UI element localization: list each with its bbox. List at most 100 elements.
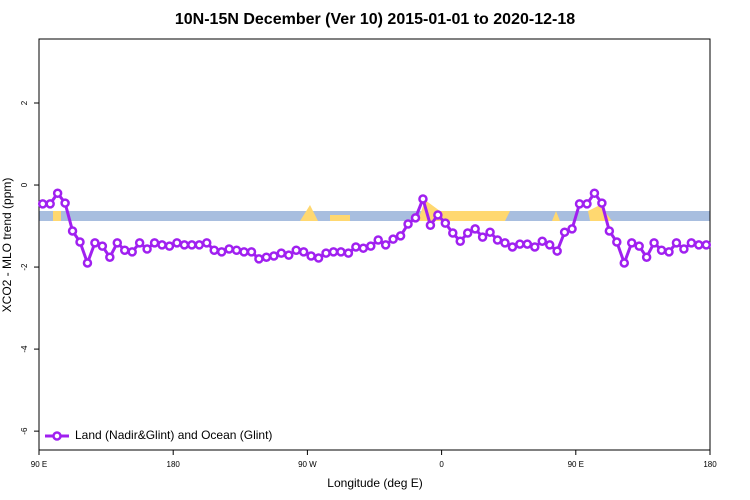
data-point <box>343 248 354 258</box>
data-point <box>172 238 182 248</box>
data-point <box>105 252 115 262</box>
land-patch <box>53 211 61 221</box>
data-point <box>90 238 100 248</box>
data-point <box>410 213 421 223</box>
land-patch <box>418 200 510 221</box>
data-point <box>254 254 264 264</box>
data-point <box>380 240 391 250</box>
x-tick-label: 180 <box>703 460 717 469</box>
data-point <box>500 238 510 248</box>
data-point <box>649 238 659 248</box>
data-point <box>328 247 339 257</box>
x-tick-label: 90 E <box>568 460 584 469</box>
data-point <box>671 238 682 248</box>
data-point <box>604 226 615 236</box>
data-point <box>246 247 257 257</box>
data-point <box>67 226 78 236</box>
data-point <box>149 238 160 248</box>
data-point <box>358 243 369 253</box>
data-point <box>291 245 301 255</box>
legend-label: Land (Nadir&Glint) and Ocean (Glint) <box>75 428 272 442</box>
data-point <box>75 237 85 247</box>
land-patch <box>330 215 350 221</box>
data-point <box>134 238 145 248</box>
y-tick-label: -2 <box>20 263 29 271</box>
data-point <box>209 245 219 255</box>
data-point <box>455 236 465 246</box>
ocean-band <box>39 211 710 221</box>
x-tick-label: 0 <box>439 460 444 469</box>
data-point <box>82 258 93 268</box>
data-point <box>492 235 503 245</box>
data-point <box>142 244 152 254</box>
data-point <box>485 227 495 237</box>
data-point <box>261 252 272 262</box>
legend-marker <box>52 431 62 441</box>
data-point <box>567 224 577 234</box>
data-point <box>597 198 607 208</box>
data-point <box>507 242 518 252</box>
data-point <box>470 224 480 234</box>
data-point <box>194 240 205 250</box>
data-point <box>582 199 592 209</box>
data-point <box>276 248 287 258</box>
data-point <box>373 235 383 245</box>
data-point <box>537 236 547 246</box>
y-tick-label: -4 <box>20 345 29 353</box>
y-axis-label: XCO2 - MLO trend (ppm) <box>0 178 14 313</box>
y-tick-label: 2 <box>20 100 29 105</box>
x-tick-label: 180 <box>167 460 181 469</box>
data-point <box>440 218 451 228</box>
data-point <box>119 245 130 255</box>
data-point <box>477 232 488 242</box>
data-point <box>37 199 48 209</box>
data-point <box>127 247 137 257</box>
data-point <box>559 227 570 237</box>
data-point <box>216 247 227 257</box>
y-tick-label: -6 <box>20 427 29 435</box>
chart-title: 10N-15N December (Ver 10) 2015-01-01 to … <box>175 11 575 28</box>
data-point <box>187 240 197 250</box>
data-point <box>522 239 533 249</box>
data-point <box>298 247 309 257</box>
data-point <box>395 231 406 241</box>
data-point <box>515 239 525 249</box>
data-point <box>403 219 413 229</box>
data-point <box>313 253 324 263</box>
data-point <box>239 247 249 257</box>
data-point <box>45 199 55 209</box>
data-point <box>164 241 175 251</box>
data-point <box>530 242 540 252</box>
data-point <box>157 240 167 250</box>
data-point <box>679 244 689 254</box>
data-point <box>634 241 644 251</box>
data-point <box>269 251 279 261</box>
data-point <box>626 238 637 248</box>
data-point <box>284 250 294 260</box>
data-point <box>336 247 346 257</box>
data-point <box>231 245 242 255</box>
data-point <box>686 238 697 248</box>
x-axis-label: Longitude (deg E) <box>327 476 422 490</box>
data-point <box>97 241 108 251</box>
data-point <box>60 198 70 208</box>
land-ocean-band <box>39 200 710 221</box>
data-point <box>112 238 123 248</box>
data-point <box>574 199 585 209</box>
data-point <box>52 188 63 198</box>
x-tick-label: 90 W <box>298 460 317 469</box>
data-point <box>619 258 630 268</box>
data-point <box>641 252 652 262</box>
land-patch <box>300 205 318 221</box>
y-tick-label: 0 <box>20 182 29 187</box>
data-point <box>418 194 428 204</box>
data-point <box>306 251 316 261</box>
data-point <box>656 245 667 255</box>
data-point <box>388 234 398 244</box>
data-point <box>179 240 190 250</box>
land-patch <box>552 211 560 221</box>
data-point <box>202 238 212 248</box>
data-point <box>321 248 331 258</box>
data-point <box>425 220 436 230</box>
